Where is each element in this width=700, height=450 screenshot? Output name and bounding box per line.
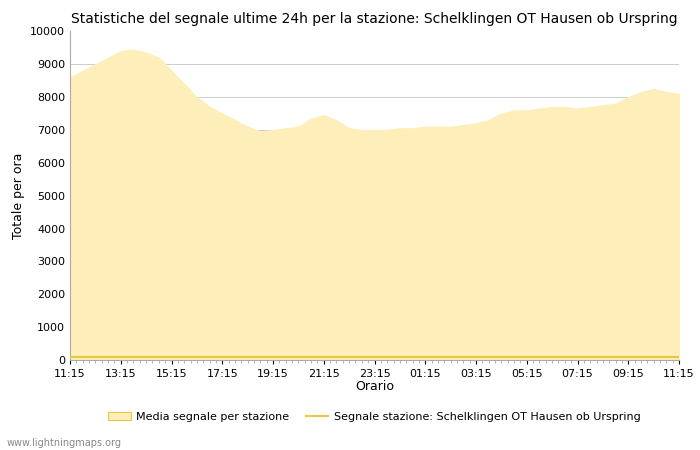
Y-axis label: Totale per ora: Totale per ora xyxy=(12,153,24,239)
Legend: Media segnale per stazione, Segnale stazione: Schelklingen OT Hausen ob Urspring: Media segnale per stazione, Segnale staz… xyxy=(104,408,645,427)
Text: www.lightningmaps.org: www.lightningmaps.org xyxy=(7,438,122,448)
Title: Statistiche del segnale ultime 24h per la stazione: Schelklingen OT Hausen ob Ur: Statistiche del segnale ultime 24h per l… xyxy=(71,12,678,26)
X-axis label: Orario: Orario xyxy=(355,380,394,393)
